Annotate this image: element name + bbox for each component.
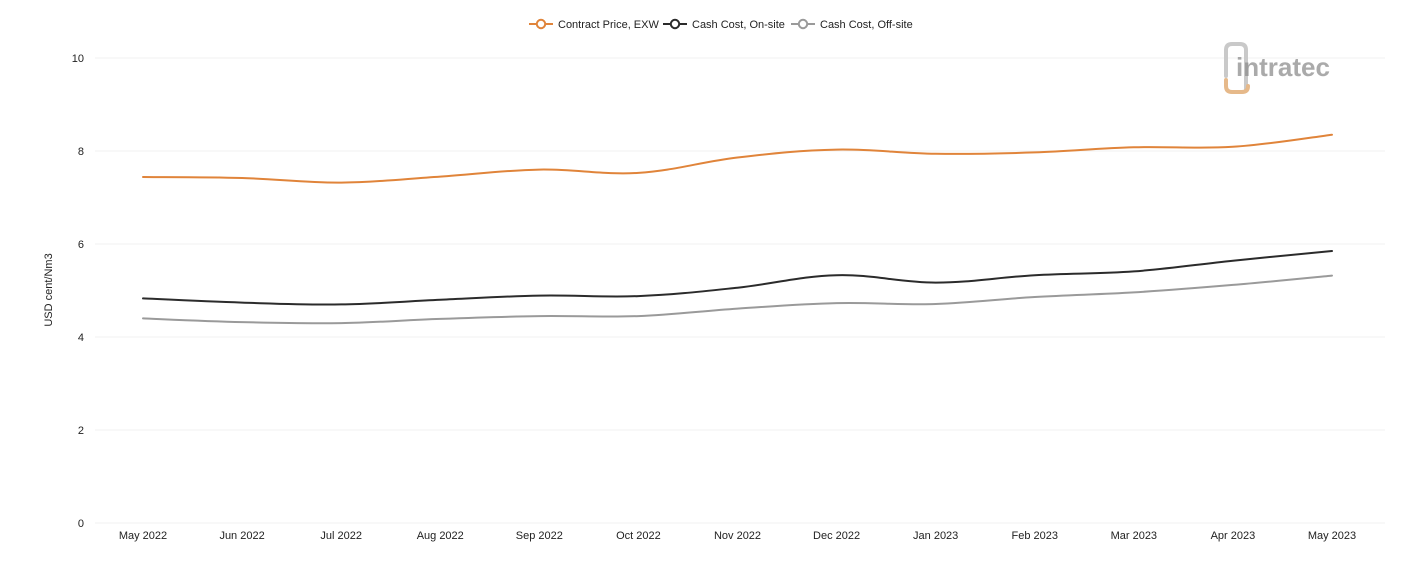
grid-lines: [95, 57, 1385, 524]
y-axis-label: USD cent/Nm3: [43, 253, 55, 326]
y-axis: 0 2 4 6 8 10: [72, 53, 84, 530]
legend-label: Contract Price, EXW: [558, 19, 659, 31]
x-tick-label: Aug 2022: [417, 530, 464, 542]
logo-hook-icon: [1224, 78, 1250, 94]
y-tick-label: 10: [72, 53, 84, 65]
logo-text: intratec: [1236, 52, 1330, 82]
x-tick-label: Apr 2023: [1211, 530, 1256, 542]
y-tick-label: 2: [78, 425, 84, 437]
x-tick-label: Mar 2023: [1111, 530, 1157, 542]
legend-item-1[interactable]: Cash Cost, On-site: [663, 18, 785, 31]
legend-item-2[interactable]: Cash Cost, Off-site: [791, 18, 913, 31]
legend[interactable]: Contract Price, EXW Cash Cost, On-site Cas…: [529, 18, 913, 31]
x-axis: May 2022 Jun 2022 Jul 2022 Aug 2022 Sep 2022…: [119, 530, 1356, 542]
x-tick-label: Oct 2022: [616, 530, 661, 542]
y-tick-label: 6: [78, 239, 84, 251]
legend-marker-icon: [669, 18, 681, 30]
x-tick-label: Nov 2022: [714, 530, 761, 542]
legend-marker-icon: [535, 18, 547, 30]
legend-marker-icon: [797, 18, 809, 30]
x-tick-label: May 2022: [119, 530, 167, 542]
series-line-2: [142, 274, 1333, 325]
x-tick-label: Dec 2022: [813, 530, 860, 542]
y-tick-label: 0: [78, 518, 84, 530]
x-tick-label: Jan 2023: [913, 530, 958, 542]
legend-label: Cash Cost, Off-site: [820, 19, 913, 31]
x-tick-label: Jul 2022: [320, 530, 362, 542]
legend-item-0[interactable]: Contract Price, EXW: [529, 18, 659, 31]
x-tick-label: Jun 2022: [219, 530, 264, 542]
legend-label: Cash Cost, On-site: [692, 19, 785, 31]
series-line-0: [142, 133, 1333, 184]
logo-bracket-icon: [1224, 42, 1248, 92]
series-lines: [142, 133, 1333, 325]
x-tick-label: May 2023: [1308, 530, 1356, 542]
intratec-logo: intratec: [1224, 42, 1330, 94]
x-tick-label: Feb 2023: [1012, 530, 1058, 542]
y-tick-label: 8: [78, 146, 84, 158]
x-tick-label: Sep 2022: [516, 530, 563, 542]
y-tick-label: 4: [78, 332, 84, 344]
series-line-1: [142, 250, 1333, 306]
